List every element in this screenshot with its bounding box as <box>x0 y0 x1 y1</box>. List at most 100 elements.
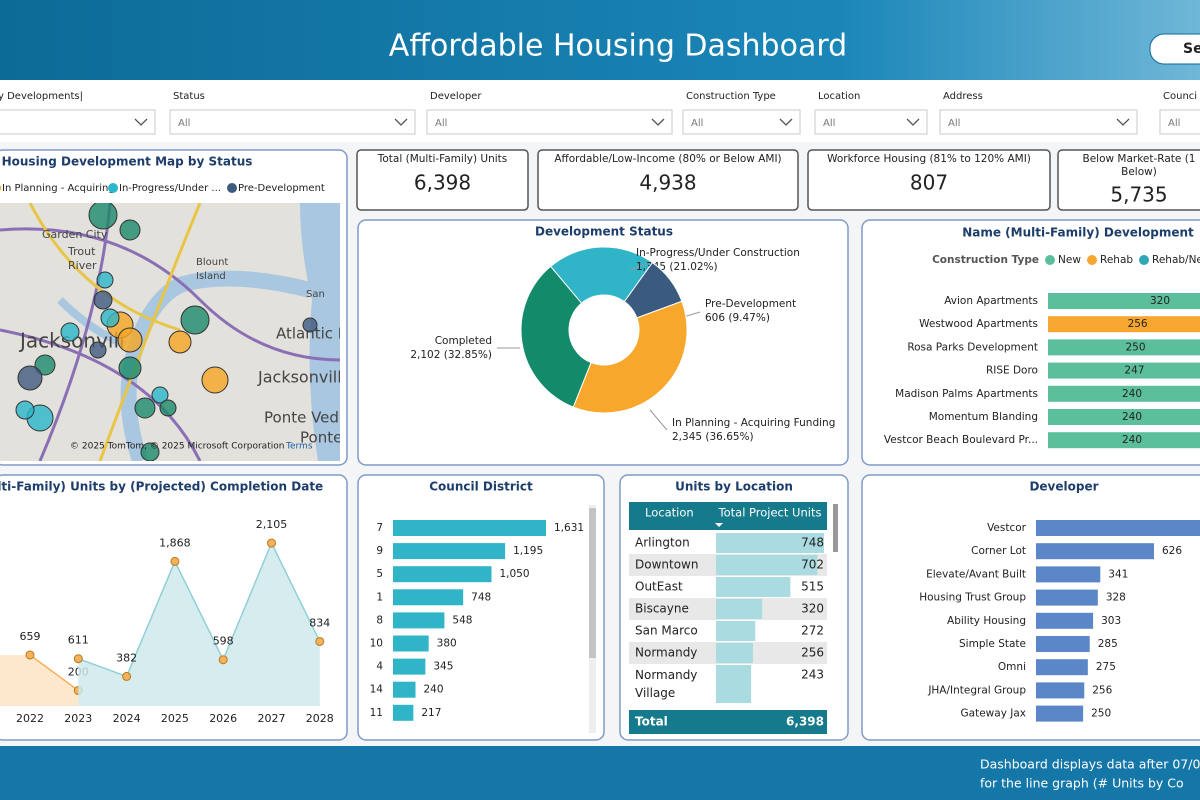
button-label[interactable]: Se <box>1183 41 1200 57</box>
leader-line <box>649 409 668 431</box>
panel-title: Multi-Family) Units by (Projected) Compl… <box>0 480 323 494</box>
category-label: 9 <box>376 545 383 557</box>
dashboard-title: Affordable Housing Dashboard <box>389 29 847 64</box>
chevron <box>394 118 408 126</box>
map-bubble <box>180 305 210 335</box>
bar <box>1036 705 1084 722</box>
data-point <box>73 654 83 664</box>
legend-dot <box>1087 255 1097 265</box>
map-bubble <box>89 341 107 359</box>
category-label: Westwood Apartments <box>919 318 1038 330</box>
dropdown[interactable] <box>426 109 673 135</box>
bar <box>1048 385 1200 402</box>
point-label: 2,105 <box>256 518 288 531</box>
bar <box>1036 543 1155 560</box>
dropdown[interactable] <box>0 109 156 135</box>
legend-label: In-Progress/Under ... <box>119 183 221 194</box>
map-bubble <box>151 386 169 404</box>
map-place: Atlantic B <box>276 325 348 343</box>
slice-label: In-Progress/Under Construction <box>636 247 800 259</box>
kpi-title: Workforce Housing (81% to 120% AMI) <box>827 153 1031 165</box>
legend-label: Rehab <box>1100 254 1133 266</box>
bar-value: 1,050 <box>499 568 529 580</box>
dropdown-value: All <box>435 118 447 129</box>
bar-value: 275 <box>1096 661 1116 673</box>
data-point <box>218 655 228 665</box>
point-label: 611 <box>68 634 89 647</box>
category-label: 4 <box>376 661 383 673</box>
scrollbar-thumb[interactable] <box>833 504 838 552</box>
bar <box>393 704 414 721</box>
footer-band <box>0 746 1200 800</box>
scrollbar-thumb[interactable] <box>589 508 596 658</box>
map-bubble <box>302 317 318 333</box>
units-value: 320 <box>801 602 824 616</box>
kpi-value: 6,398 <box>414 171 471 195</box>
legend-label: In Planning - Acquiring <box>2 183 115 194</box>
legend-title: Construction Type <box>932 254 1039 266</box>
dropdown-value: All <box>178 118 190 129</box>
map-river <box>120 270 312 461</box>
legend-dot <box>227 183 237 193</box>
panel <box>861 474 1200 741</box>
category-label: 7 <box>376 522 383 534</box>
legend-label: Rehab/Ne <box>1152 254 1200 266</box>
map-place: Trout <box>67 245 96 258</box>
bar-value: 240 <box>1122 434 1142 446</box>
map-bubble <box>201 366 229 394</box>
chevron <box>906 118 920 126</box>
map-road <box>38 203 112 461</box>
data-point <box>267 538 276 548</box>
bar-value: 380 <box>437 638 457 650</box>
bar <box>1036 589 1098 606</box>
dropdown[interactable] <box>814 109 928 135</box>
filter-label: Counci <box>1163 91 1197 102</box>
dropdown-value: All <box>691 118 703 129</box>
map-terms[interactable]: Terms <box>285 442 313 452</box>
data-bar <box>716 577 791 597</box>
dropdown[interactable] <box>682 109 801 135</box>
filter-label: Developer <box>430 91 482 102</box>
dropdown[interactable] <box>939 109 1138 135</box>
map-place: Island <box>196 271 226 282</box>
slice-value: 606 (9.47%) <box>705 312 770 324</box>
donut-segment <box>520 265 592 408</box>
table-header <box>629 502 827 530</box>
filter-label: Status <box>173 91 205 102</box>
x-tick-label: 2026 <box>209 712 237 725</box>
chevron <box>134 118 148 126</box>
total-value: 6,398 <box>786 715 824 729</box>
data-bar <box>716 665 752 703</box>
category-label: 14 <box>370 684 384 696</box>
data-bar <box>716 599 763 619</box>
map-water <box>300 203 340 461</box>
dropdown[interactable] <box>1159 109 1200 135</box>
chevron <box>1116 118 1130 126</box>
total-label: Total <box>635 715 668 729</box>
table-total <box>629 710 827 734</box>
kpi-value: 4,938 <box>639 171 696 195</box>
bar-value: 256 <box>1128 318 1148 330</box>
map-place: Blount <box>196 257 228 268</box>
kpi-title: Below) <box>1121 166 1157 178</box>
category-label: Gateway Jax <box>961 708 1026 720</box>
x-tick-label: 2022 <box>16 712 44 725</box>
category-label: Omni <box>998 661 1026 673</box>
dropdown-value: All <box>1168 118 1180 129</box>
units-value: 748 <box>801 536 824 550</box>
map-bubble <box>159 399 177 417</box>
area-fill <box>0 654 79 706</box>
legend-dot <box>0 185 1 191</box>
panel-title: Development Status <box>535 225 673 239</box>
bar-value: 240 <box>424 684 444 696</box>
area-line <box>29 654 79 692</box>
bar-value: 247 <box>1124 365 1144 377</box>
dropdown[interactable] <box>169 109 416 135</box>
button[interactable] <box>1149 33 1200 65</box>
map-place: Ponte Ved <box>264 409 339 427</box>
bar-value: 548 <box>452 614 472 626</box>
filter-label: Address <box>943 91 983 102</box>
map-bubble <box>88 203 118 230</box>
category-label: Housing Trust Group <box>919 592 1026 604</box>
